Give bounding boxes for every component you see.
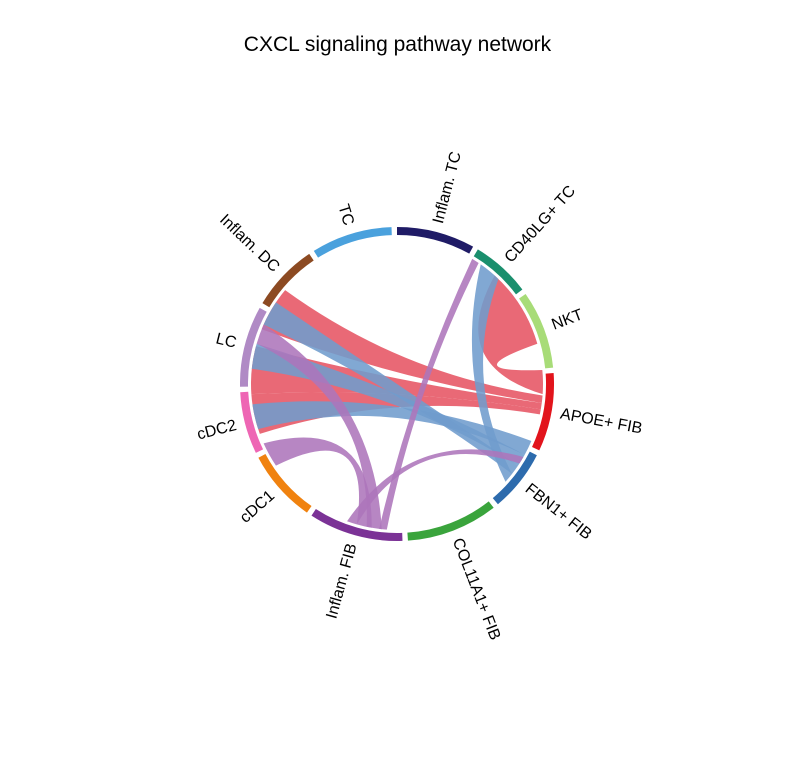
chord-inflam-fib-to-cdc2-9 xyxy=(263,437,372,528)
label-fbn1-fib: FBN1+ FIB xyxy=(522,480,595,543)
chord-fbn1-fib-to-tc-4 xyxy=(263,302,519,474)
arc-cd40lg-tc xyxy=(473,249,523,295)
chord-fbn1-fib-to-cd40lg-tc-7 xyxy=(471,264,513,482)
group-arcs xyxy=(240,227,554,541)
label-cd40lg-tc: CD40LG+ TC xyxy=(502,183,580,267)
arc-fbn1-fib xyxy=(492,451,537,505)
arc-tc xyxy=(313,227,392,258)
chord-apoe-fib-to-lc-1 xyxy=(251,346,542,410)
chord-links xyxy=(251,258,543,530)
label-tc: TC xyxy=(334,202,357,227)
label-apoe-fib: APOE+ FIB xyxy=(559,406,644,438)
chord-inflam-fib-to-nkt-11 xyxy=(347,449,524,525)
label-inflam-fib: Inflam. FIB xyxy=(324,542,361,621)
label-inflam-dc: Inflam. DC xyxy=(216,211,283,275)
arc-inflam-fib xyxy=(311,508,403,541)
label-lc: LC xyxy=(214,330,238,351)
arc-lc xyxy=(240,307,267,387)
label-inflam-tc: Inflam. TC xyxy=(430,150,465,225)
arc-col11a1-fib xyxy=(407,501,494,541)
chord-inflam-fib-to-cd40lg-tc-10 xyxy=(379,258,479,530)
arc-cdc1 xyxy=(258,453,312,513)
chord-apoe-fib-to-nkt-3 xyxy=(478,275,543,395)
arc-inflam-dc xyxy=(262,253,314,308)
label-col11a1-fib: COL11A1+ FIB xyxy=(449,536,504,643)
label-nkt: NKT xyxy=(549,306,585,333)
label-cdc2: cDC2 xyxy=(195,417,238,444)
arc-cdc2 xyxy=(240,391,264,453)
label-cdc1: cDC1 xyxy=(237,487,278,526)
arc-nkt xyxy=(519,293,554,369)
arc-inflam-tc xyxy=(397,227,474,254)
chart-title: CXCL signaling pathway network xyxy=(243,33,552,56)
arc-apoe-fib xyxy=(532,373,554,451)
chord-fbn1-fib-to-cdc2-6 xyxy=(252,401,532,455)
